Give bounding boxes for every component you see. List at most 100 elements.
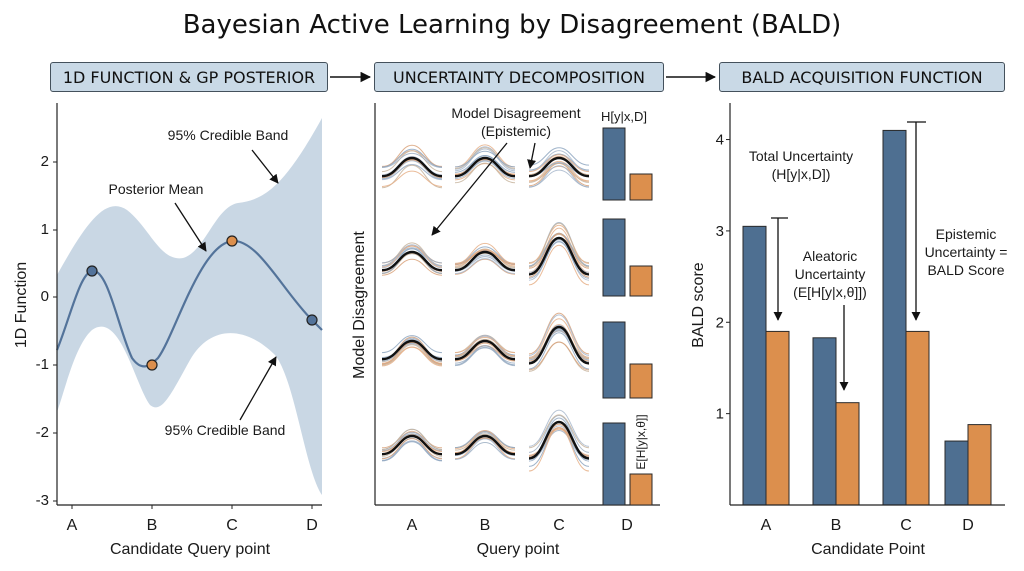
- y-tick: -1: [36, 356, 49, 373]
- x-tick-labels: A B C D: [761, 517, 974, 534]
- bar-A-series-1: [742, 225, 767, 506]
- ensemble-sample-curve: [454, 250, 516, 265]
- ensemble-mean-curve: [381, 434, 443, 456]
- mini-bar-expected-entropy: [629, 473, 653, 506]
- ensemble-sample-curve: [381, 343, 443, 362]
- ensemble-sample-curve: [454, 154, 516, 173]
- mini-bar-total-entropy: [602, 422, 626, 506]
- ensemble-sample-curve: [528, 414, 590, 449]
- ensemble-mean-curve: [454, 250, 516, 272]
- ensemble-sample-curve: [381, 148, 443, 168]
- annotation-model-disagreement: Model Disagreement: [451, 105, 580, 121]
- bar-B-series-2: [835, 402, 860, 506]
- panel-header-bald-acquisition: BALD ACQUISITION FUNCTION: [719, 62, 1005, 92]
- x-tick: C: [900, 517, 912, 534]
- bar-B-series-1: [812, 337, 837, 506]
- x-tick: B: [480, 517, 491, 534]
- bar-D-series-1: [944, 440, 969, 506]
- bar-C-series-2: [905, 330, 930, 506]
- annotation-bald-score: BALD Score: [927, 262, 1004, 278]
- ensemble-sample-curve: [454, 162, 516, 184]
- ensemble-mean-curve: [454, 434, 516, 456]
- bar-D-series-2: [967, 424, 992, 506]
- y-tick: 1: [41, 221, 49, 238]
- ensemble-sample-curve: [454, 258, 516, 275]
- y-tick: 3: [716, 223, 724, 240]
- x-tick: B: [831, 517, 842, 534]
- ensemble-sample-curve: [381, 428, 443, 450]
- ensemble-sample-curve: [528, 312, 590, 355]
- y-tick: 1: [716, 406, 724, 423]
- bald-bars: [742, 129, 992, 506]
- annotation-band-bottom: 95% Credible Band: [165, 422, 286, 438]
- ensemble-sample-curve: [454, 346, 516, 367]
- y-tick: 2: [41, 153, 49, 170]
- ensemble-sample-curve: [381, 441, 443, 462]
- ensemble-sample-curve: [381, 434, 443, 453]
- observation-point-b: [146, 359, 158, 371]
- page-title: Bayesian Active Learning by Disagreement…: [182, 10, 842, 40]
- arrow-band-top: [251, 149, 279, 184]
- ensemble-sample-curve: [381, 440, 443, 461]
- ensemble-mean-curve: [528, 236, 590, 276]
- mini-bar-expected-entropy: [629, 173, 653, 201]
- ensemble-sample-curve: [528, 154, 590, 173]
- ensemble-sample-curve: [454, 249, 516, 267]
- observation-point-d: [306, 314, 318, 326]
- ensemble-sample-curve: [381, 152, 443, 168]
- ensemble-sample-curve: [381, 438, 443, 460]
- ensemble-sample-curve: [528, 341, 590, 371]
- mini-bar-total-entropy: [602, 321, 626, 399]
- ensemble-sample-curve: [454, 248, 516, 268]
- x-tick-labels: A B C D: [67, 517, 318, 534]
- y-axis-label: Model Disagreement: [351, 231, 368, 379]
- ensemble-curves: [381, 144, 590, 472]
- annotation-predictive-entropy: H[y|x,D]: [601, 109, 647, 124]
- ensemble-sample-curve: [454, 438, 516, 460]
- bar-C-series-1: [882, 129, 907, 506]
- annotation-epistemic: Epistemic: [936, 226, 997, 242]
- x-axis-label: Candidate Point: [811, 541, 925, 558]
- ensemble-sample-curve: [454, 345, 516, 366]
- ensemble-sample-curve: [454, 150, 516, 168]
- x-tick-labels: A B C D: [407, 517, 633, 534]
- ensemble-sample-curve: [454, 242, 516, 265]
- ensemble-sample-curve: [381, 144, 443, 168]
- y-tick-labels: 2 1 0 -1 -2 -3: [36, 153, 49, 509]
- ensemble-sample-curve: [528, 160, 590, 182]
- ensemble-sample-curve: [528, 314, 590, 356]
- ensemble-sample-curve: [528, 165, 590, 188]
- arrow-posterior-mean: [174, 202, 207, 252]
- credible-band: [57, 118, 322, 495]
- y-axis-label: 1D Function: [13, 262, 30, 348]
- ensemble-sample-curve: [454, 430, 516, 454]
- annotation-band-top: 95% Credible Band: [168, 127, 289, 143]
- y-tick: -3: [36, 492, 49, 509]
- ensemble-mean-curve: [528, 325, 590, 365]
- ensemble-sample-curve: [528, 222, 590, 267]
- annotation-aleatoric-formula: (E[H[y|x,θ]]): [793, 284, 867, 300]
- panel-header-gp-posterior: 1D FUNCTION & GP POSTERIOR: [50, 62, 328, 92]
- ensemble-mean-curve: [454, 156, 516, 178]
- ensemble-sample-curve: [381, 342, 443, 364]
- ensemble-sample-curve: [528, 427, 590, 472]
- observation-point-c: [226, 235, 238, 247]
- annotation-total-uncertainty-formula: (H[y|x,D]): [772, 166, 831, 182]
- x-tick: A: [407, 517, 418, 534]
- ensemble-sample-curve: [454, 433, 516, 451]
- ensemble-sample-curve: [528, 222, 590, 268]
- annotation-epistemic: Uncertainty =: [925, 244, 1008, 260]
- panel-uncertainty-decomposition: A B C D Query point Model Disagreement M…: [351, 103, 660, 558]
- ensemble-sample-curve: [454, 442, 516, 460]
- ensemble-mean-curve: [381, 250, 443, 272]
- entropy-mini-bars: [602, 127, 653, 506]
- x-tick: C: [226, 517, 238, 534]
- x-tick: D: [621, 517, 633, 534]
- x-axis-label: Query point: [477, 541, 560, 558]
- x-tick: D: [306, 517, 318, 534]
- ensemble-sample-curve: [381, 258, 443, 276]
- ensemble-sample-curve: [528, 409, 590, 447]
- x-tick: A: [761, 517, 772, 534]
- ensemble-sample-curve: [454, 160, 516, 179]
